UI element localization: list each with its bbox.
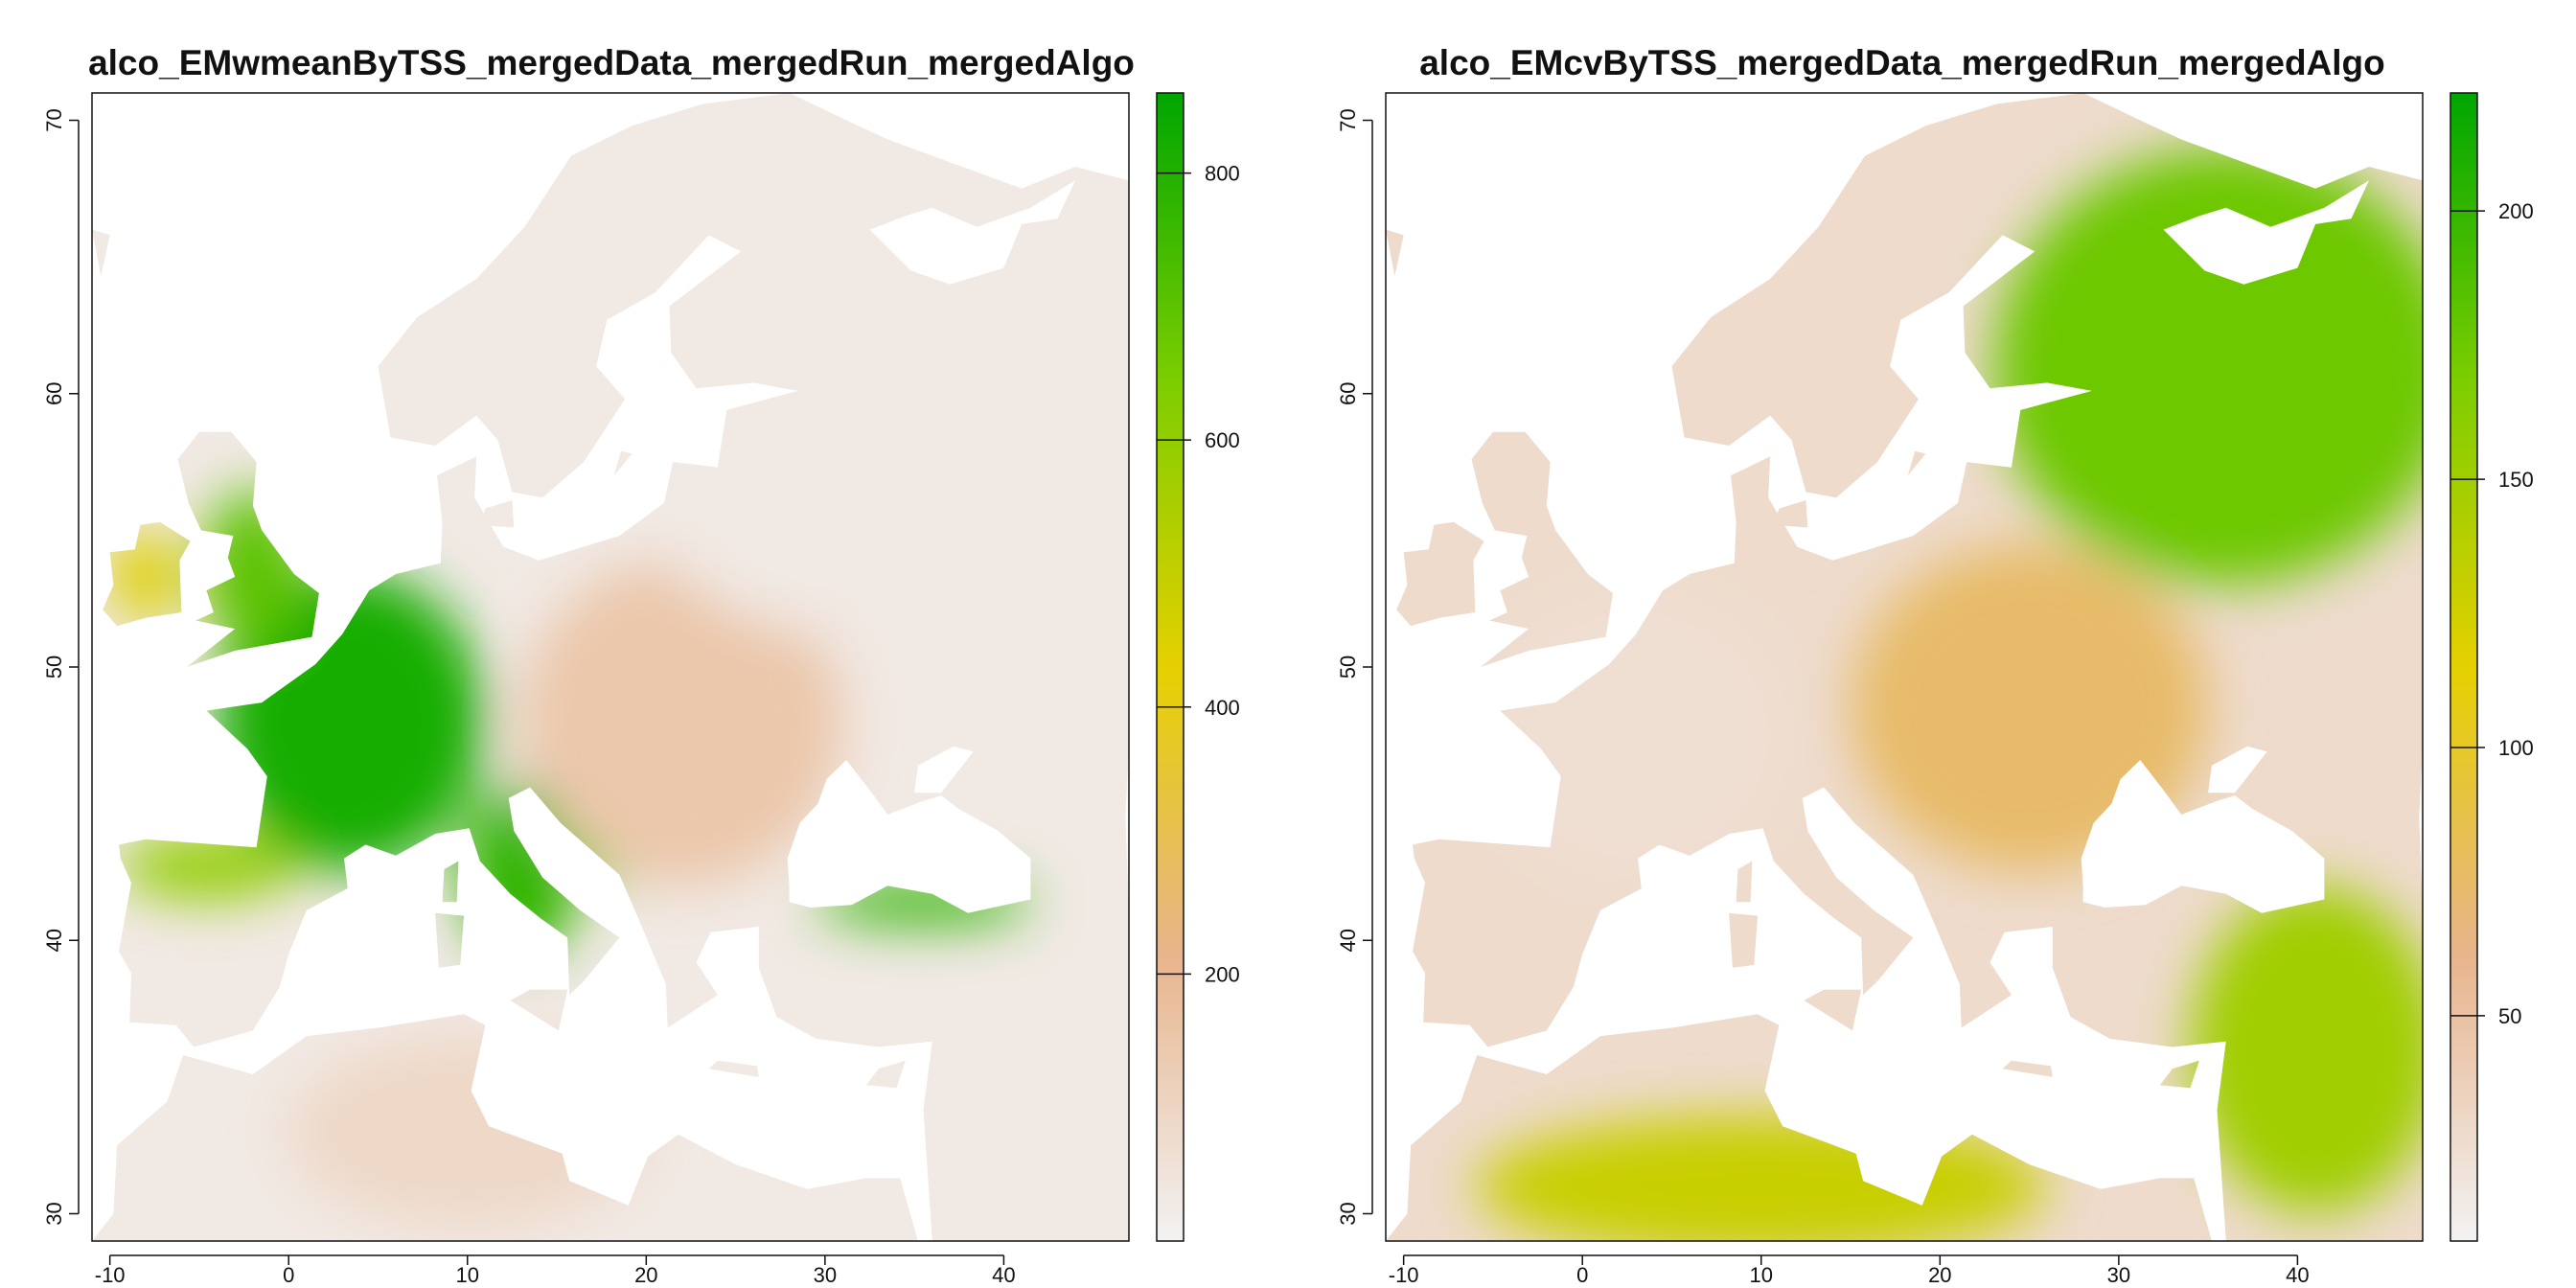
y-tick-label: 30	[1336, 1202, 1360, 1225]
colorbar-tick-label: 150	[2498, 468, 2534, 492]
sea-mask	[787, 760, 1031, 913]
y-tick-label: 50	[42, 656, 66, 678]
x-axis-right: -10 0 10 20 30 40	[1389, 1254, 2310, 1287]
colorbar-right	[2450, 93, 2477, 1241]
x-tick-label: 10	[456, 1263, 479, 1287]
colorbar-tick-label: 400	[1205, 696, 1240, 720]
map-panel-left: alco_EMwmeanByTSS_mergedData_mergedRun_m…	[42, 43, 1240, 1287]
hotspot-region	[520, 557, 843, 886]
plot-frame-right	[1385, 92, 2424, 1242]
hotspot-region	[2190, 886, 2423, 1214]
colorbar-frame-right	[2450, 92, 2478, 1242]
x-tick-label: 40	[992, 1263, 1015, 1287]
sea-mask	[2208, 746, 2267, 794]
y-tick-label: 70	[1336, 108, 1360, 131]
y-axis-left: 30 40 50 60 70	[42, 108, 80, 1226]
x-tick-label: -10	[1389, 1263, 1419, 1287]
colorbar-tick-label: 50	[2498, 1004, 2521, 1028]
sea-mask	[1125, 743, 1129, 1028]
y-axis-right: 30 40 50 60 70	[1336, 108, 1373, 1226]
colorbar-tick-label: 100	[2498, 736, 2534, 760]
x-axis-left: -10 0 10 20 30 40	[95, 1254, 1016, 1287]
sea-mask	[2081, 760, 2325, 913]
y-tick-label: 70	[42, 108, 66, 131]
x-tick-label: 30	[814, 1263, 837, 1287]
sea-mask	[2163, 180, 2369, 285]
y-tick-label: 40	[1336, 929, 1360, 952]
colorbar-axis-left: 200 400 600 800	[1157, 162, 1240, 986]
sea-mask	[869, 180, 1075, 285]
x-tick-label: -10	[95, 1263, 126, 1287]
x-tick-label: 30	[2107, 1263, 2130, 1287]
map-panel-right: alco_EMcvByTSS_mergedData_mergedRun_merg…	[1336, 43, 2534, 1287]
x-tick-label: 0	[1576, 1263, 1588, 1287]
x-tick-label: 20	[634, 1263, 657, 1287]
sea-mask	[2419, 743, 2423, 1028]
colorbar-left	[1157, 93, 1184, 1241]
x-tick-label: 0	[283, 1263, 294, 1287]
x-tick-label: 40	[2286, 1263, 2309, 1287]
y-tick-label: 60	[42, 382, 66, 405]
sea-mask	[914, 746, 974, 794]
y-tick-label: 40	[42, 929, 66, 952]
hotspot-region	[118, 833, 298, 900]
y-tick-label: 50	[1336, 656, 1360, 678]
hotspot-region	[109, 530, 182, 624]
x-tick-label: 10	[1750, 1263, 1773, 1287]
hotspot-region	[1993, 148, 2423, 586]
chart-title-left: alco_EMwmeanByTSS_mergedData_mergedRun_m…	[88, 43, 1135, 82]
colorbar-tick-label: 600	[1205, 428, 1240, 452]
y-tick-label: 60	[1336, 382, 1360, 405]
y-tick-label: 30	[42, 1202, 66, 1225]
plot-frame-left	[91, 92, 1130, 1242]
colorbar-tick-label: 200	[1205, 962, 1240, 986]
colorbar-tick-label: 200	[2498, 199, 2534, 223]
chart-title-right: alco_EMcvByTSS_mergedData_mergedRun_merg…	[1419, 43, 2385, 82]
colorbar-axis-right: 50 100 150 200	[2450, 199, 2534, 1028]
x-tick-label: 20	[1928, 1263, 1951, 1287]
colorbar-tick-label: 800	[1205, 162, 1240, 186]
colorbar-frame-left	[1156, 92, 1184, 1242]
